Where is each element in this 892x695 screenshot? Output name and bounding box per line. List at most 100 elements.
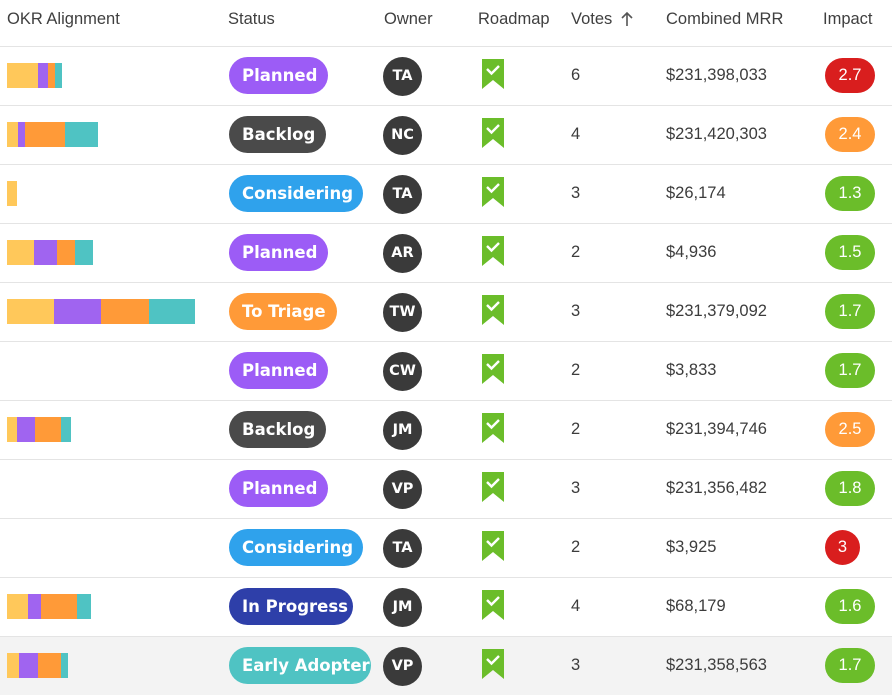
votes-count: 3 — [571, 479, 581, 497]
column-header-combined-mrr[interactable]: Combined MRR — [666, 10, 784, 28]
status-badge[interactable]: Backlog — [229, 116, 326, 153]
table-row[interactable]: Considering TA 3 $26,174 1.3 — [0, 165, 892, 224]
okr-segment-2 — [17, 417, 35, 442]
okr-segment-2 — [28, 594, 41, 619]
status-badge[interactable]: Planned — [229, 470, 328, 507]
table-row[interactable]: In Progress JM 4 $68,179 1.6 — [0, 578, 892, 637]
combined-mrr-value: $26,174 — [666, 184, 726, 202]
roadmap-bookmark-check-icon[interactable] — [481, 294, 505, 326]
roadmap-bookmark-check-icon[interactable] — [481, 589, 505, 621]
owner-avatar[interactable]: JM — [383, 588, 422, 627]
okr-segment-3 — [25, 122, 65, 147]
column-header-votes[interactable]: Votes — [571, 10, 634, 29]
impact-badge: 2.4 — [825, 117, 875, 152]
okr-segment-1 — [7, 653, 19, 678]
status-badge[interactable]: Considering — [229, 175, 363, 212]
okr-segment-1 — [7, 594, 28, 619]
okr-segment-4 — [61, 417, 71, 442]
okr-segment-2 — [18, 122, 25, 147]
owner-avatar[interactable]: TA — [383, 57, 422, 96]
owner-avatar[interactable]: JM — [383, 411, 422, 450]
impact-badge: 1.7 — [825, 648, 875, 683]
roadmap-bookmark-check-icon[interactable] — [481, 530, 505, 562]
votes-count: 2 — [571, 361, 581, 379]
okr-segment-3 — [57, 240, 75, 265]
roadmap-bookmark-check-icon[interactable] — [481, 412, 505, 444]
column-header-impact[interactable]: Impact — [823, 10, 873, 28]
table-row[interactable]: Planned CW 2 $3,833 1.7 — [0, 342, 892, 401]
owner-avatar[interactable]: CW — [383, 352, 422, 391]
table-row[interactable]: Planned TA 6 $231,398,033 2.7 — [0, 47, 892, 106]
column-header-roadmap[interactable]: Roadmap — [478, 10, 550, 28]
column-header-owner[interactable]: Owner — [384, 10, 433, 28]
table-row[interactable]: Planned VP 3 $231,356,482 1.8 — [0, 460, 892, 519]
owner-avatar[interactable]: TA — [383, 175, 422, 214]
owner-avatar[interactable]: TW — [383, 293, 422, 332]
votes-count: 4 — [571, 597, 581, 615]
table-row[interactable]: Backlog JM 2 $231,394,746 2.5 — [0, 401, 892, 460]
okr-alignment-bar — [7, 63, 62, 88]
combined-mrr-value: $231,379,092 — [666, 302, 767, 320]
column-header-status[interactable]: Status — [228, 10, 275, 28]
status-badge[interactable]: Considering — [229, 529, 363, 566]
table-row[interactable]: Backlog NC 4 $231,420,303 2.4 — [0, 106, 892, 165]
status-badge[interactable]: To Triage — [229, 293, 337, 330]
roadmap-bookmark-check-icon[interactable] — [481, 235, 505, 267]
okr-segment-2 — [34, 240, 57, 265]
combined-mrr-value: $231,358,563 — [666, 656, 767, 674]
table-row[interactable]: Considering TA 2 $3,925 3 — [0, 519, 892, 578]
okr-alignment-bar — [7, 299, 195, 324]
table-row[interactable]: To Triage TW 3 $231,379,092 1.7 — [0, 283, 892, 342]
votes-count: 2 — [571, 538, 581, 556]
okr-segment-4 — [61, 653, 68, 678]
table-row[interactable]: Planned AR 2 $4,936 1.5 — [0, 224, 892, 283]
okr-segment-3 — [41, 594, 77, 619]
okr-segment-2 — [19, 653, 38, 678]
owner-avatar[interactable]: NC — [383, 116, 422, 155]
votes-count: 3 — [571, 656, 581, 674]
sort-ascending-arrow-icon[interactable] — [620, 11, 634, 27]
roadmap-bookmark-check-icon[interactable] — [481, 176, 505, 208]
votes-count: 6 — [571, 66, 581, 84]
status-badge[interactable]: In Progress — [229, 588, 353, 625]
impact-badge: 2.5 — [825, 412, 875, 447]
okr-segment-3 — [101, 299, 149, 324]
combined-mrr-value: $231,398,033 — [666, 66, 767, 84]
roadmap-bookmark-check-icon[interactable] — [481, 648, 505, 680]
impact-badge: 1.6 — [825, 589, 875, 624]
okr-segment-3 — [38, 653, 61, 678]
owner-avatar[interactable]: VP — [383, 470, 422, 509]
okr-segment-3 — [48, 63, 55, 88]
okr-alignment-bar — [7, 181, 17, 206]
okr-segment-1 — [7, 122, 18, 147]
combined-mrr-value: $4,936 — [666, 243, 717, 261]
okr-alignment-bar — [7, 594, 91, 619]
owner-avatar[interactable]: TA — [383, 529, 422, 568]
status-badge[interactable]: Backlog — [229, 411, 326, 448]
roadmap-bookmark-check-icon[interactable] — [481, 58, 505, 90]
status-badge[interactable]: Planned — [229, 234, 328, 271]
okr-segment-1 — [7, 240, 34, 265]
status-badge[interactable]: Planned — [229, 352, 328, 389]
owner-avatar[interactable]: VP — [383, 647, 422, 686]
owner-avatar[interactable]: AR — [383, 234, 422, 273]
roadmap-bookmark-check-icon[interactable] — [481, 117, 505, 149]
column-header-okr-alignment[interactable]: OKR Alignment — [7, 10, 120, 28]
impact-badge: 1.7 — [825, 294, 875, 329]
okr-alignment-bar — [7, 240, 93, 265]
okr-alignment-bar — [7, 417, 71, 442]
votes-count: 2 — [571, 420, 581, 438]
okr-alignment-bar — [7, 122, 98, 147]
table-header: OKR Alignment Status Owner Roadmap Votes… — [0, 0, 892, 47]
table-body: Planned TA 6 $231,398,033 2.7 Backlog NC 4 $231,… — [0, 47, 892, 695]
status-badge[interactable]: Early Adopter — [229, 647, 371, 684]
status-badge[interactable]: Planned — [229, 57, 328, 94]
okr-segment-1 — [7, 299, 54, 324]
roadmap-bookmark-check-icon[interactable] — [481, 471, 505, 503]
votes-count: 3 — [571, 302, 581, 320]
table-row[interactable]: Early Adopter VP 3 $231,358,563 1.7 — [0, 637, 892, 695]
combined-mrr-value: $231,356,482 — [666, 479, 767, 497]
roadmap-bookmark-check-icon[interactable] — [481, 353, 505, 385]
okr-segment-1 — [7, 63, 38, 88]
